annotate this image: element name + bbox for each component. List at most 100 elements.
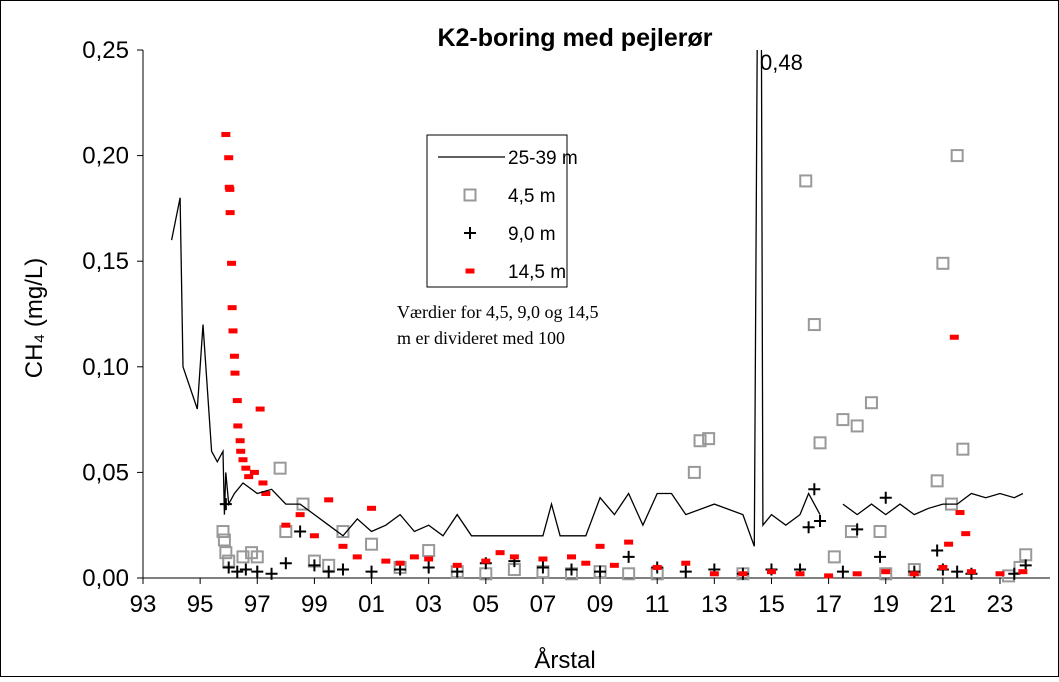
marker-square (827, 550, 841, 564)
marker-square (850, 419, 864, 433)
y-tick-label: 0,10 (82, 354, 129, 381)
x-tick-label: 09 (587, 591, 614, 618)
marker-dash (228, 328, 238, 334)
marker-dash (1018, 569, 1028, 575)
marker-plus (219, 498, 232, 511)
legend: 25-39 m 4,5 m 9,0 m 14,5 m (426, 134, 578, 288)
marker-square (799, 174, 813, 188)
marker-plus (836, 565, 849, 578)
marker-dash (955, 510, 965, 516)
legend-label: 25-39 m (508, 148, 578, 169)
note-line: m er divideret med 100 (397, 328, 565, 348)
marker-dash (409, 554, 419, 560)
marker-plus (265, 567, 278, 580)
marker-dash (495, 550, 505, 556)
marker-dash (681, 560, 691, 566)
marker-plus (251, 565, 264, 578)
marker-plus (808, 483, 821, 496)
x-tick-label: 15 (758, 591, 785, 618)
annotation: 0,48 (760, 50, 803, 75)
marker-dash (395, 560, 405, 566)
marker-plus (879, 491, 892, 504)
x-tick-label: 07 (530, 591, 557, 618)
marker-dash (281, 522, 291, 528)
marker-dash (481, 558, 491, 564)
marker-square (950, 149, 964, 163)
marker-square (702, 432, 716, 446)
x-tick-label: 97 (244, 591, 271, 618)
marker-dash (452, 562, 462, 568)
marker-plus (336, 563, 349, 576)
marker-square (956, 442, 970, 456)
marker-plus (322, 565, 335, 578)
marker-dash (966, 569, 976, 575)
legend-marker (465, 268, 475, 274)
marker-dash (538, 556, 548, 562)
x-tick-label: 19 (872, 591, 899, 618)
marker-plus (802, 521, 815, 534)
marker-plus (231, 565, 244, 578)
plot-area (170, 50, 1033, 583)
marker-square (273, 461, 287, 475)
marker-dash (961, 531, 971, 537)
marker-dash (224, 155, 234, 161)
marker-plus (931, 544, 944, 557)
marker-square (250, 550, 264, 564)
marker-dash (225, 186, 235, 192)
marker-dash (509, 554, 519, 560)
marker-dash (581, 560, 591, 566)
marker-dash (221, 131, 231, 137)
x-axis-title: Årstal (534, 646, 595, 674)
data-line (842, 492, 1024, 516)
x-tick-label: 01 (358, 591, 385, 618)
legend-label: 14,5 m (508, 262, 566, 283)
marker-plus (622, 550, 635, 563)
marker-dash (244, 474, 254, 480)
marker-plus (536, 561, 549, 574)
marker-square (813, 436, 827, 450)
legend-label: 9,0 m (508, 224, 556, 245)
marker-square (836, 413, 850, 427)
marker-dash (236, 448, 246, 454)
marker-square (217, 533, 231, 547)
marker-plus (422, 561, 435, 574)
marker-dash (352, 554, 362, 560)
y-tick-label: 0,15 (82, 248, 129, 275)
marker-dash (295, 512, 305, 518)
marker-dash (949, 334, 959, 340)
marker-square (687, 465, 701, 479)
marker-dash (624, 539, 634, 545)
chart-title: K2-boring med pejlerør (437, 24, 712, 52)
marker-plus (814, 514, 827, 527)
marker-square (622, 567, 636, 581)
marker-square (422, 544, 436, 558)
marker-square (365, 537, 379, 551)
marker-dash (938, 564, 948, 570)
marker-dash (249, 469, 259, 475)
legend-marker (463, 188, 477, 202)
legend-box (426, 134, 568, 288)
marker-dash (709, 571, 719, 577)
marker-dash (258, 480, 268, 486)
marker-plus (222, 561, 235, 574)
marker-square (219, 546, 233, 560)
marker-dash (227, 305, 237, 311)
marker-dash (230, 370, 240, 376)
x-tick-label: 21 (930, 591, 957, 618)
marker-dash (232, 398, 242, 404)
x-tick-label: 95 (187, 591, 214, 618)
marker-square (873, 525, 887, 539)
marker-dash (235, 438, 245, 444)
marker-square (216, 525, 230, 539)
marker-dash (944, 541, 954, 547)
marker-dash (881, 569, 891, 575)
y-tick-label: 0,25 (82, 37, 129, 64)
marker-dash (225, 210, 235, 216)
marker-dash (324, 497, 334, 503)
marker-square (864, 396, 878, 410)
note-line: Værdier for 4,5, 9,0 og 14,5 (397, 302, 598, 322)
marker-plus (951, 565, 964, 578)
marker-dash (909, 571, 919, 577)
